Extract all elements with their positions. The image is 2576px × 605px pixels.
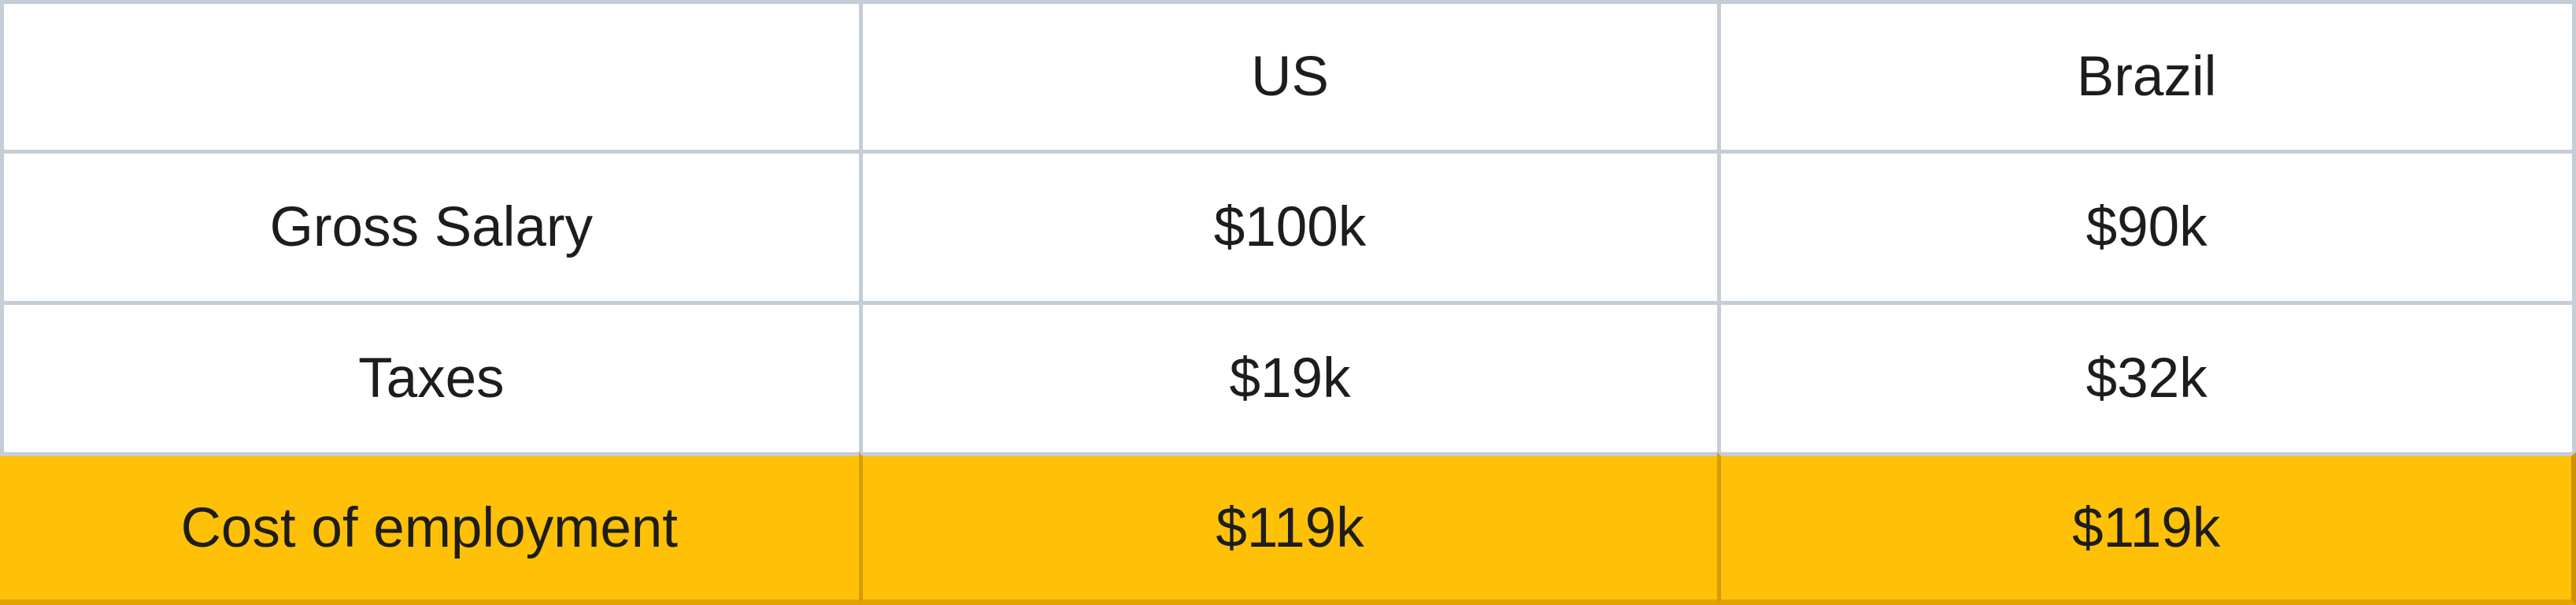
row-label-taxes: Taxes [0, 301, 859, 452]
gross-salary-us-value: $100k [858, 150, 1718, 301]
cost-of-employment-us-value: $119k [858, 452, 1718, 605]
header-cell-brazil: Brazil [1717, 0, 2576, 150]
row-label-cost-of-employment: Cost of employment [0, 452, 859, 605]
cost-of-employment-brazil-value: $119k [1717, 452, 2576, 605]
header-cell-us: US [858, 0, 1718, 150]
gross-salary-brazil-value: $90k [1717, 150, 2576, 301]
taxes-brazil-value: $32k [1717, 301, 2576, 452]
row-label-gross-salary: Gross Salary [0, 150, 859, 301]
header-cell-empty [0, 0, 859, 150]
taxes-us-value: $19k [858, 301, 1718, 452]
